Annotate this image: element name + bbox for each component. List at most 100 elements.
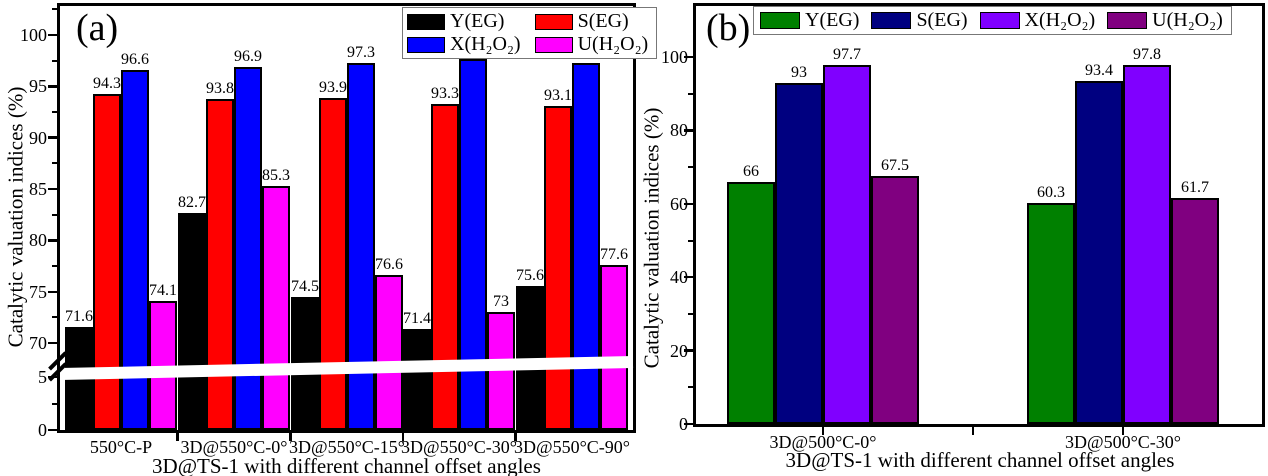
y-tick-label: 100 xyxy=(661,47,688,67)
bar-X(H₂O₂) xyxy=(459,58,487,430)
y-tick-label: 95 xyxy=(29,76,47,97)
legend-entry: S(EG) xyxy=(534,10,649,33)
bar-S(EG) xyxy=(206,98,234,430)
bar-value-label: 61.7 xyxy=(1181,178,1209,196)
legend-entry: X(H₂O₂) xyxy=(979,9,1096,32)
bar-value-label: 76.6 xyxy=(375,256,403,274)
legend-label: S(EG) xyxy=(577,10,629,32)
bar-value-label: 93.9 xyxy=(319,78,347,96)
bar-S(EG) xyxy=(775,82,823,424)
x-tick xyxy=(971,427,975,435)
legend-label: U(H₂O₂) xyxy=(577,33,649,55)
bar-value-label: 74.5 xyxy=(291,277,319,295)
legend-swatch-icon xyxy=(1107,12,1148,29)
y-minor-tick xyxy=(52,59,57,62)
bar-U(H₂O₂) xyxy=(600,265,628,430)
y-tick-label: 0 xyxy=(38,420,47,440)
y-tick-label: 70 xyxy=(29,333,47,354)
y-minor-tick xyxy=(688,239,693,242)
bar-value-label: 94.3 xyxy=(93,74,121,92)
y-minor-tick xyxy=(52,265,57,268)
y-tick-label: 90 xyxy=(29,127,47,148)
category-label: 3D@550°C-0° xyxy=(180,437,288,457)
y-major-tick xyxy=(684,55,693,59)
legend-swatch-icon xyxy=(760,12,800,29)
panel-b-legend: Y(EG) S(EG) X(H₂O₂) U(H₂O₂) xyxy=(753,6,1232,35)
y-tick-label: 75 xyxy=(29,281,47,302)
panel-b-y-axis-title: Catalytic valuation indices (%) xyxy=(639,107,664,369)
y-major-tick xyxy=(684,422,693,426)
y-tick-label: 80 xyxy=(670,120,688,141)
legend-label: U(H₂O₂) xyxy=(1152,9,1223,31)
panel-b-label: (b) xyxy=(706,7,751,49)
legend-entry: Y(EG) xyxy=(407,10,521,33)
panel-b-plot-frame xyxy=(693,3,1265,427)
y-tick-label: 0 xyxy=(628,414,688,434)
x-tick xyxy=(514,433,517,441)
bar-value-label: 96.9 xyxy=(234,47,262,65)
y-tick-label: 40 xyxy=(670,267,688,288)
bar-U(H₂O₂) xyxy=(1171,197,1219,424)
y-minor-tick xyxy=(52,316,57,319)
y-major-tick xyxy=(48,239,57,242)
legend-label: X(H₂O₂) xyxy=(1024,9,1096,31)
y-major-tick xyxy=(684,202,693,206)
panel-a-x-axis-title: 3D@TS-1 with different channel offset an… xyxy=(152,454,541,476)
y-major-tick xyxy=(48,187,57,191)
bar-Y(EG) xyxy=(1027,202,1075,424)
bar-value-label: 97.3 xyxy=(347,43,375,61)
y-tick-label: 5 xyxy=(38,367,47,387)
y-minor-tick xyxy=(52,111,57,114)
category-label: 3D@550°C-15° xyxy=(289,437,405,457)
bar-value-label: 96.6 xyxy=(121,50,149,68)
bar-S(EG) xyxy=(1075,81,1123,424)
y-minor-tick xyxy=(688,312,693,315)
legend-entry: S(EG) xyxy=(871,9,968,32)
bar-U(H₂O₂) xyxy=(262,185,290,430)
panel-a-plot-frame xyxy=(57,3,636,433)
y-tick-label: 60 xyxy=(670,193,688,214)
panel-b-x-axis-title: 3D@TS-1 with different channel offset an… xyxy=(785,448,1175,472)
panel-a-y-axis-title: Catalytic valuation indices (%) xyxy=(3,86,28,348)
bar-X(H₂O₂) xyxy=(823,65,871,424)
panel-a-legend: Y(EG) S(EG) X(H₂O₂) U(H₂O₂) xyxy=(402,7,658,59)
bar-value-label: 73 xyxy=(493,293,509,311)
bar-U(H₂O₂) xyxy=(487,312,515,430)
legend-label: X(H₂O₂) xyxy=(450,33,521,55)
bar-value-label: 82.7 xyxy=(178,193,206,211)
bar-S(EG) xyxy=(431,103,459,430)
legend-entry: U(H₂O₂) xyxy=(1107,9,1223,32)
y-major-tick xyxy=(48,341,57,345)
legend-entry: U(H₂O₂) xyxy=(534,33,649,56)
bar-U(H₂O₂) xyxy=(375,275,403,430)
y-tick-label: 20 xyxy=(670,340,688,361)
legend-swatch-icon xyxy=(534,13,573,30)
legend-entry: Y(EG) xyxy=(760,9,859,32)
legend-entry: X(H₂O₂) xyxy=(407,33,521,56)
y-major-tick xyxy=(48,428,57,432)
bar-value-label: 60.3 xyxy=(1037,183,1065,201)
x-tick xyxy=(176,433,179,441)
legend-label: S(EG) xyxy=(916,9,968,31)
x-tick xyxy=(821,427,825,435)
y-tick-label: 100 xyxy=(20,25,47,45)
bar-value-label: 93 xyxy=(791,63,807,81)
y-minor-tick xyxy=(52,213,57,216)
category-label: 550°C-P xyxy=(89,437,153,457)
bar-value-label: 71.4 xyxy=(403,309,431,327)
category-label: 3D@500°C-30° xyxy=(1065,432,1181,452)
bar-value-label: 71.6 xyxy=(65,307,93,325)
y-minor-tick xyxy=(52,162,57,165)
bar-value-label: 93.3 xyxy=(431,84,459,102)
legend-swatch-icon xyxy=(407,36,445,53)
bar-value-label: 75.6 xyxy=(516,266,544,284)
bar-X(H₂O₂) xyxy=(1123,65,1171,424)
bar-S(EG) xyxy=(93,93,121,430)
category-label: 3D@550°C-30° xyxy=(401,437,517,457)
legend-swatch-icon xyxy=(979,12,1020,29)
y-major-tick xyxy=(684,349,693,352)
panel-a-label: (a) xyxy=(76,7,119,49)
y-major-tick xyxy=(48,136,57,139)
x-tick xyxy=(1121,427,1125,435)
